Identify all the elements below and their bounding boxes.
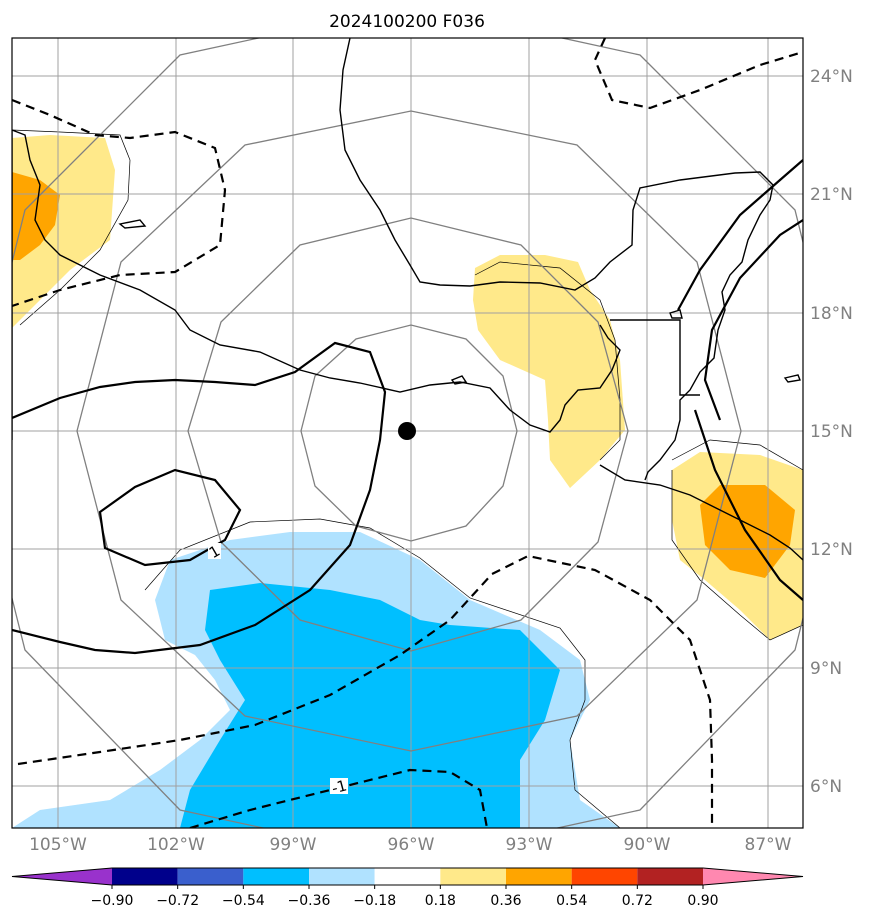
contour-label-group: 1 -1 [206, 542, 349, 798]
shade-deep-blue-region [180, 583, 560, 828]
lon-label-93w: 93°W [506, 835, 553, 855]
colorbar-tick-label: −0.36 [288, 893, 331, 909]
negative-contours [12, 38, 803, 828]
colorbar-extend-min [12, 868, 112, 885]
contour-solid-east-2 [703, 219, 803, 421]
colorbar-tick-label: 0.72 [622, 893, 653, 909]
contour-label-2: -1 [330, 776, 349, 797]
colorbar-tick-label: −0.72 [156, 893, 199, 909]
central-america-coast [599, 464, 803, 561]
contour-label-bg-1 [208, 543, 221, 559]
lon-label-105w: 105°W [29, 835, 87, 855]
colorbar-segment [243, 868, 309, 885]
range-ring-4 [12, 38, 803, 828]
island-4 [783, 374, 801, 383]
latitude-labels: 24°N 21°N 18°N 15°N 12°N 9°N 6°N [810, 67, 853, 797]
colorbar-segment [440, 868, 506, 885]
contour-solid-main [12, 341, 387, 655]
island-1 [118, 219, 147, 229]
lat-label-18n: 18°N [810, 304, 853, 324]
graticule [12, 38, 803, 828]
lat-label-12n: 12°N [810, 540, 853, 560]
colorbar-segment [112, 868, 178, 885]
map-area: 1 -1 [12, 38, 803, 828]
colorbar-tick-label: 0.18 [425, 893, 456, 909]
colorbar-tick-label: 0.54 [556, 893, 587, 909]
contour-dashed-south [17, 554, 714, 828]
colorbar: −0.90 −0.72 −0.54 −0.36 −0.18 0.18 0.36 0.54 0.7… [11, 867, 804, 909]
map-title: 2024100200 F036 [329, 12, 485, 32]
lon-label-99w: 99°W [270, 835, 317, 855]
lon-label-87w: 87°W [745, 835, 792, 855]
colorbar-extend-max [703, 868, 803, 885]
island-3 [669, 309, 683, 319]
range-ring-2 [187, 217, 629, 652]
colorbar-segment [374, 868, 441, 885]
lat-label-21n: 21°N [810, 185, 853, 205]
island-2 [450, 375, 468, 385]
contour-solid-east-3 [693, 409, 803, 601]
colorbar-segment [637, 868, 703, 885]
colorbar-segment [177, 868, 244, 885]
lon-label-102w: 102°W [147, 835, 205, 855]
longitude-labels: 105°W 102°W 99°W 96°W 93°W 90°W 87°W [29, 835, 792, 855]
mexico-gulf-coast [339, 38, 774, 481]
lat-label-9n: 9°N [810, 659, 842, 679]
shading-layer [12, 135, 803, 828]
yucatan-boundary [610, 319, 700, 396]
colorbar-segment [309, 868, 375, 885]
colorbar-tick-label: −0.18 [353, 893, 396, 909]
range-ring-3 [76, 110, 742, 752]
shading-outline [12, 129, 803, 828]
contour-dashed-ne [593, 38, 803, 110]
storm-center-marker [398, 422, 416, 440]
colorbar-tick-label: 0.90 [687, 893, 718, 909]
lat-label-15n: 15°N [810, 422, 853, 442]
colorbar-tick-label: 0.36 [490, 893, 521, 909]
contour-dashed-south-2 [189, 768, 489, 828]
range-ring-1 [300, 324, 518, 542]
lon-label-96w: 96°W [388, 835, 435, 855]
shade-orange-east [700, 485, 795, 578]
contour-solid-loop [98, 468, 242, 567]
colorbar-segment [506, 868, 572, 885]
lat-label-24n: 24°N [810, 67, 853, 87]
colorbar-tick-label: −0.90 [91, 893, 134, 909]
lon-label-90w: 90°W [624, 835, 671, 855]
coastlines [12, 38, 803, 561]
colorbar-segment [571, 868, 638, 885]
range-rings [12, 38, 803, 828]
contour-label-bg-2 [330, 778, 348, 794]
mexico-pacific-coast [12, 129, 621, 433]
lat-label-6n: 6°N [810, 777, 842, 797]
contour-solid-east-1 [677, 159, 803, 311]
contour-dashed-nw [12, 98, 227, 308]
positive-contours [12, 159, 803, 655]
map-frame [11, 37, 804, 829]
colorbar-tick-label: −0.54 [222, 893, 265, 909]
